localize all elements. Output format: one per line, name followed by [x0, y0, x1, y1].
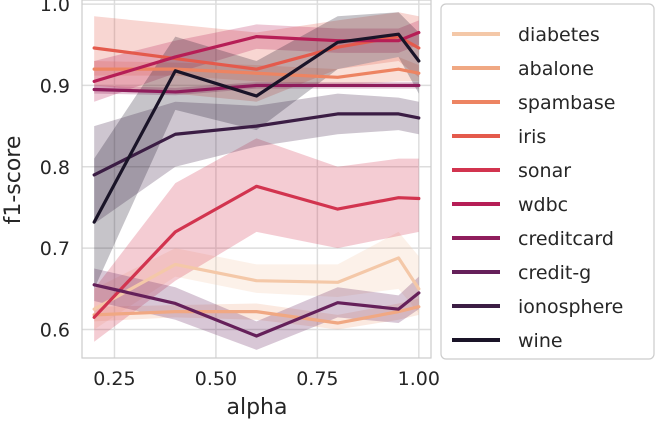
series-lines [92, 30, 421, 338]
legend-label-diabetes: diabetes [518, 24, 600, 46]
legend-label-sonar: sonar [518, 160, 571, 182]
line-sonar [92, 184, 421, 319]
legend-label-spambase: spambase [518, 92, 615, 114]
y-tick-label: 0.8 [40, 157, 70, 179]
band-ionosphere [94, 93, 419, 224]
x-tick-label: 0.25 [93, 368, 135, 390]
y-tick-label: 0.9 [40, 75, 70, 97]
y-tick-label: 0.7 [40, 238, 70, 260]
legend-label-wine: wine [518, 330, 563, 352]
line-wine [92, 32, 421, 224]
line-spambase [92, 67, 421, 79]
plot-background [82, 0, 431, 358]
x-axis-label: alpha [227, 395, 288, 420]
line-abalone [92, 305, 421, 325]
band-sonar [94, 138, 419, 342]
x-tick-label: 0.75 [296, 368, 338, 390]
legend-label-creditcard: creditcard [518, 228, 614, 250]
band-wine [94, 12, 419, 289]
y-tick-label: 1.0 [40, 0, 70, 16]
line-creditcard [92, 83, 421, 94]
tick-labels: 0.25 0.50 0.75 1.00 0.6 0.7 0.8 0.9 1.0 [40, 0, 440, 390]
line-credit-g [92, 283, 421, 338]
line-ionosphere [92, 112, 421, 177]
line-diabetes [92, 256, 421, 311]
y-tick-label: 0.6 [40, 320, 70, 342]
x-tick-label: 0.50 [195, 368, 237, 390]
legend-label-iris: iris [518, 126, 546, 148]
legend: diabetes abalone spambase iris sonar wdbc cred… [440, 3, 655, 360]
x-tick-label: 1.00 [398, 368, 440, 390]
y-axis-label: f1-score [1, 136, 26, 225]
band-iris [94, 12, 419, 102]
band-credit-g [94, 268, 419, 350]
plot-frame [81, 0, 432, 359]
legend-label-ionosphere: ionosphere [518, 296, 623, 318]
legend-label-abalone: abalone [518, 58, 594, 80]
legend-label-wdbc: wdbc [518, 194, 568, 216]
legend-label-credit-g: credit-g [518, 262, 591, 284]
